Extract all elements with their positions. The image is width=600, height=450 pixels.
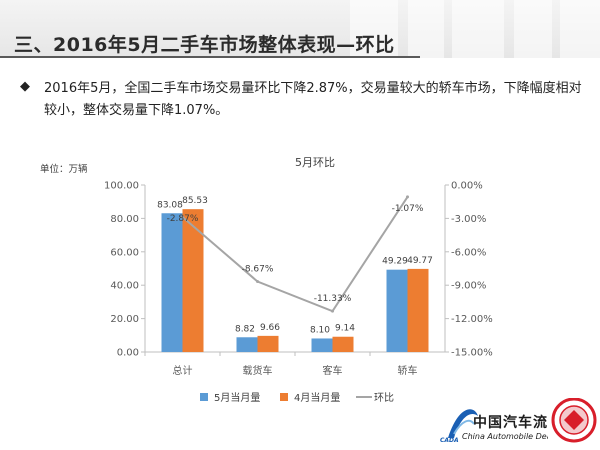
right-axis-tick-label: -3.00% <box>451 214 486 225</box>
bar-data-label: 49.29 <box>382 257 408 267</box>
bar <box>182 209 204 352</box>
bar <box>257 335 279 352</box>
left-axis-tick-label: 100.00 <box>104 181 139 192</box>
right-axis-tick-label: -15.00% <box>451 348 493 359</box>
line-data-label: -1.07% <box>392 204 424 214</box>
bar <box>161 213 183 352</box>
line-point <box>181 215 184 219</box>
left-axis-tick-label: 0.00 <box>117 348 139 359</box>
logo-chinese-name: 中国汽车流通协会 <box>473 415 548 431</box>
bar <box>236 337 258 352</box>
bar <box>311 338 333 352</box>
right-axis-tick-label: -6.00% <box>451 247 486 258</box>
header-decoration-tile <box>452 0 504 58</box>
unit-label: 单位：万辆 <box>40 163 88 175</box>
bar <box>386 269 408 352</box>
category-label: 载货车 <box>243 364 273 377</box>
cada-logo-icon <box>448 409 478 438</box>
legend-label: 环比 <box>374 392 394 404</box>
header-decoration-tile <box>560 0 600 58</box>
bar-data-label: 49.77 <box>407 256 433 266</box>
logo-english-name: China Automobile Dealers Association <box>462 432 548 441</box>
right-axis-tick-label: -9.00% <box>451 281 486 292</box>
legend-label: 4月当月量 <box>294 391 340 404</box>
category-label: 轿车 <box>398 364 418 377</box>
line-series-huanbi <box>181 196 409 313</box>
line-data-label: -8.67% <box>242 265 274 275</box>
right-axis-tick-label: -12.00% <box>451 314 493 325</box>
header-decoration-tile <box>408 0 444 58</box>
summary-text: 2016年5月，全国二手车市场交易量环比下降2.87%，交易量较大的轿车市场，下… <box>44 81 582 118</box>
bar <box>407 268 429 352</box>
bar-data-label: 85.53 <box>182 196 208 206</box>
line-point <box>331 309 334 313</box>
line-data-label: -11.33% <box>314 294 352 304</box>
bullet-icon: ◆ <box>20 79 30 94</box>
category-label: 总计 <box>173 364 193 377</box>
legend-swatch <box>200 393 208 401</box>
bar-data-label: 8.10 <box>310 325 330 335</box>
left-axis-tick-label: 20.00 <box>110 314 139 325</box>
bar-data-label: 9.14 <box>335 324 355 334</box>
bar-data-label: 8.82 <box>235 324 255 334</box>
logo <box>448 398 597 443</box>
bar-data-label: 83.08 <box>157 200 183 210</box>
right-axis-tick-label: 0.00% <box>451 181 483 192</box>
category-label: 客车 <box>323 364 343 377</box>
bar <box>332 336 354 352</box>
bar-data-label: 9.66 <box>260 323 280 333</box>
slide-header: 三、2016年5月二手车市场整体表现—环比 <box>0 0 600 58</box>
association-seal-icon <box>551 398 597 443</box>
line-point <box>406 195 409 199</box>
line-point <box>256 280 259 284</box>
legend-label: 5月当月量 <box>214 391 260 404</box>
slide-title: 三、2016年5月二手车市场整体表现—环比 <box>14 34 395 56</box>
left-axis-tick-label: 60.00 <box>110 247 139 258</box>
title-underline <box>0 56 420 58</box>
header-decoration-tile <box>350 0 398 58</box>
logo-abbreviation: CADA <box>440 437 459 444</box>
legend-swatch <box>280 393 288 401</box>
chart-title: 5月环比 <box>295 156 335 169</box>
header-decoration-tile <box>514 0 552 58</box>
left-axis-tick-label: 80.00 <box>110 214 139 225</box>
line-data-label: -2.87% <box>167 214 199 224</box>
left-axis-tick-label: 40.00 <box>110 281 139 292</box>
